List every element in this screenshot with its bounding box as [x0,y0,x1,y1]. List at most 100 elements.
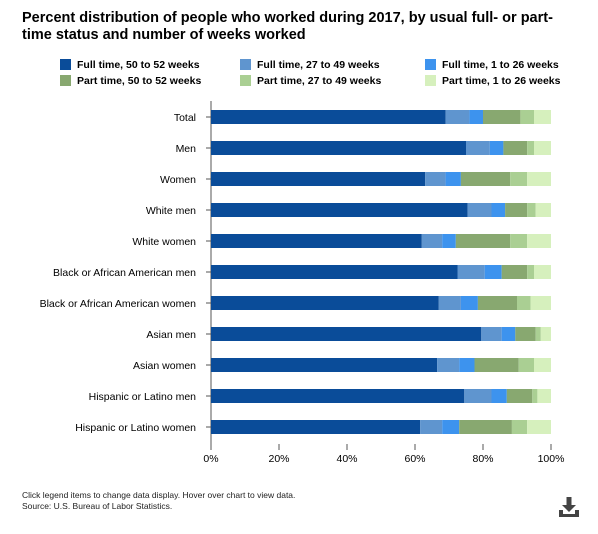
legend-item[interactable]: Full time, 27 to 49 weeks [240,57,380,72]
bar-segment[interactable] [467,203,492,217]
legend-label: Full time, 27 to 49 weeks [257,58,380,71]
bar-segment[interactable] [510,234,528,248]
footer-note: Click legend items to change data displa… [22,490,296,500]
bar-segment[interactable] [483,110,521,124]
legend-item[interactable]: Part time, 50 to 52 weeks [60,73,201,88]
legend-swatch [425,59,436,70]
bar-segment[interactable] [442,234,456,248]
bar-segment[interactable] [527,141,534,155]
legend-item[interactable]: Full time, 1 to 26 weeks [425,57,559,72]
category-label: White women [132,236,196,248]
legend-label: Part time, 27 to 49 weeks [257,74,382,87]
bar-segment[interactable] [460,172,511,186]
bar-segment[interactable] [535,203,551,217]
bar-segment[interactable] [505,203,528,217]
x-tick-label: 0% [203,453,218,465]
category-label: Black or African American men [53,267,196,279]
legend-swatch [60,75,71,86]
footer-source: Source: U.S. Bureau of Labor Statistics. [22,501,173,511]
bar-segment[interactable] [501,327,516,341]
bar-segment[interactable] [527,172,551,186]
download-icon-graphic [559,497,579,517]
bar-segment[interactable] [518,358,534,372]
bar-segment[interactable] [459,420,512,434]
bar-segment[interactable] [537,389,551,403]
bar-segment[interactable] [491,203,506,217]
bar-chart[interactable]: Total Men Women White men White women Black o… [0,0,598,480]
bar-segment[interactable] [455,234,511,248]
bar-segment[interactable] [503,141,528,155]
bar-segment[interactable] [211,327,482,341]
bar-segment[interactable] [540,327,551,341]
bar-segment[interactable] [534,358,551,372]
bar-segment[interactable] [425,172,446,186]
bar-segment[interactable] [534,265,551,279]
x-tick-label: 20% [268,453,289,465]
bar-segment[interactable] [469,110,483,124]
bar-segment[interactable] [506,389,533,403]
category-label: Black or African American women [40,298,197,310]
bar-segment[interactable] [466,141,490,155]
bar-segment[interactable] [510,172,528,186]
bar-segment[interactable] [535,327,541,341]
bar-segment[interactable] [445,172,461,186]
chart-footer: Click legend items to change data displa… [22,490,542,512]
bar-segment[interactable] [501,265,528,279]
bar-segment[interactable] [464,389,492,403]
legend-label: Full time, 50 to 52 weeks [77,58,200,71]
bar-segment[interactable] [420,420,443,434]
bar-segment[interactable] [211,141,466,155]
legend-label: Full time, 1 to 26 weeks [442,58,559,71]
bar-segment[interactable] [534,110,551,124]
x-tick-label: 40% [336,453,357,465]
bar-segment[interactable] [511,420,528,434]
category-label: Women [160,174,196,186]
category-label: White men [146,205,196,217]
legend-item[interactable]: Part time, 1 to 26 weeks [425,73,560,88]
bar-segment[interactable] [491,389,507,403]
bar-segment[interactable] [484,265,502,279]
bar-segment[interactable] [211,110,446,124]
bar-segment[interactable] [437,358,460,372]
chart-legend: Full time, 50 to 52 weeks Full time, 27 t… [60,57,590,91]
bar-segment[interactable] [527,265,534,279]
bar-segment[interactable] [442,420,460,434]
bar-segment[interactable] [421,234,443,248]
bar-segment[interactable] [532,389,538,403]
legend-swatch [425,75,436,86]
bar-segment[interactable] [211,203,468,217]
bar-segment[interactable] [520,110,534,124]
bar-segment[interactable] [460,296,478,310]
bar-segment[interactable] [211,358,438,372]
category-label: Hispanic or Latino women [75,422,196,434]
bar-segment[interactable] [211,234,422,248]
bar-segment[interactable] [211,265,458,279]
legend-item[interactable]: Part time, 27 to 49 weeks [240,73,381,88]
bar-segment[interactable] [477,296,517,310]
bar-segment[interactable] [474,358,519,372]
bar-segment[interactable] [459,358,475,372]
bar-segment[interactable] [445,110,470,124]
bar-segment[interactable] [211,389,465,403]
bar-segment[interactable] [517,296,531,310]
bar-segment[interactable] [534,141,551,155]
x-tick-label: 80% [472,453,493,465]
category-label: Asian women [133,360,196,372]
legend-label: Part time, 50 to 52 weeks [77,74,202,87]
bar-segment[interactable] [530,296,551,310]
bar-segment[interactable] [438,296,461,310]
bar-segment[interactable] [527,203,536,217]
bar-segment[interactable] [515,327,536,341]
category-label: Men [176,143,197,155]
bar-segment[interactable] [489,141,504,155]
bar-segment[interactable] [211,172,426,186]
bar-segment[interactable] [211,420,421,434]
bar-segment[interactable] [481,327,502,341]
legend-item[interactable]: Full time, 50 to 52 weeks [60,57,200,72]
download-icon[interactable] [557,495,581,519]
category-label: Total [174,112,196,124]
bar-segment[interactable] [527,234,551,248]
bar-segment[interactable] [211,296,439,310]
bar-segment[interactable] [457,265,485,279]
bar-segment[interactable] [527,420,551,434]
